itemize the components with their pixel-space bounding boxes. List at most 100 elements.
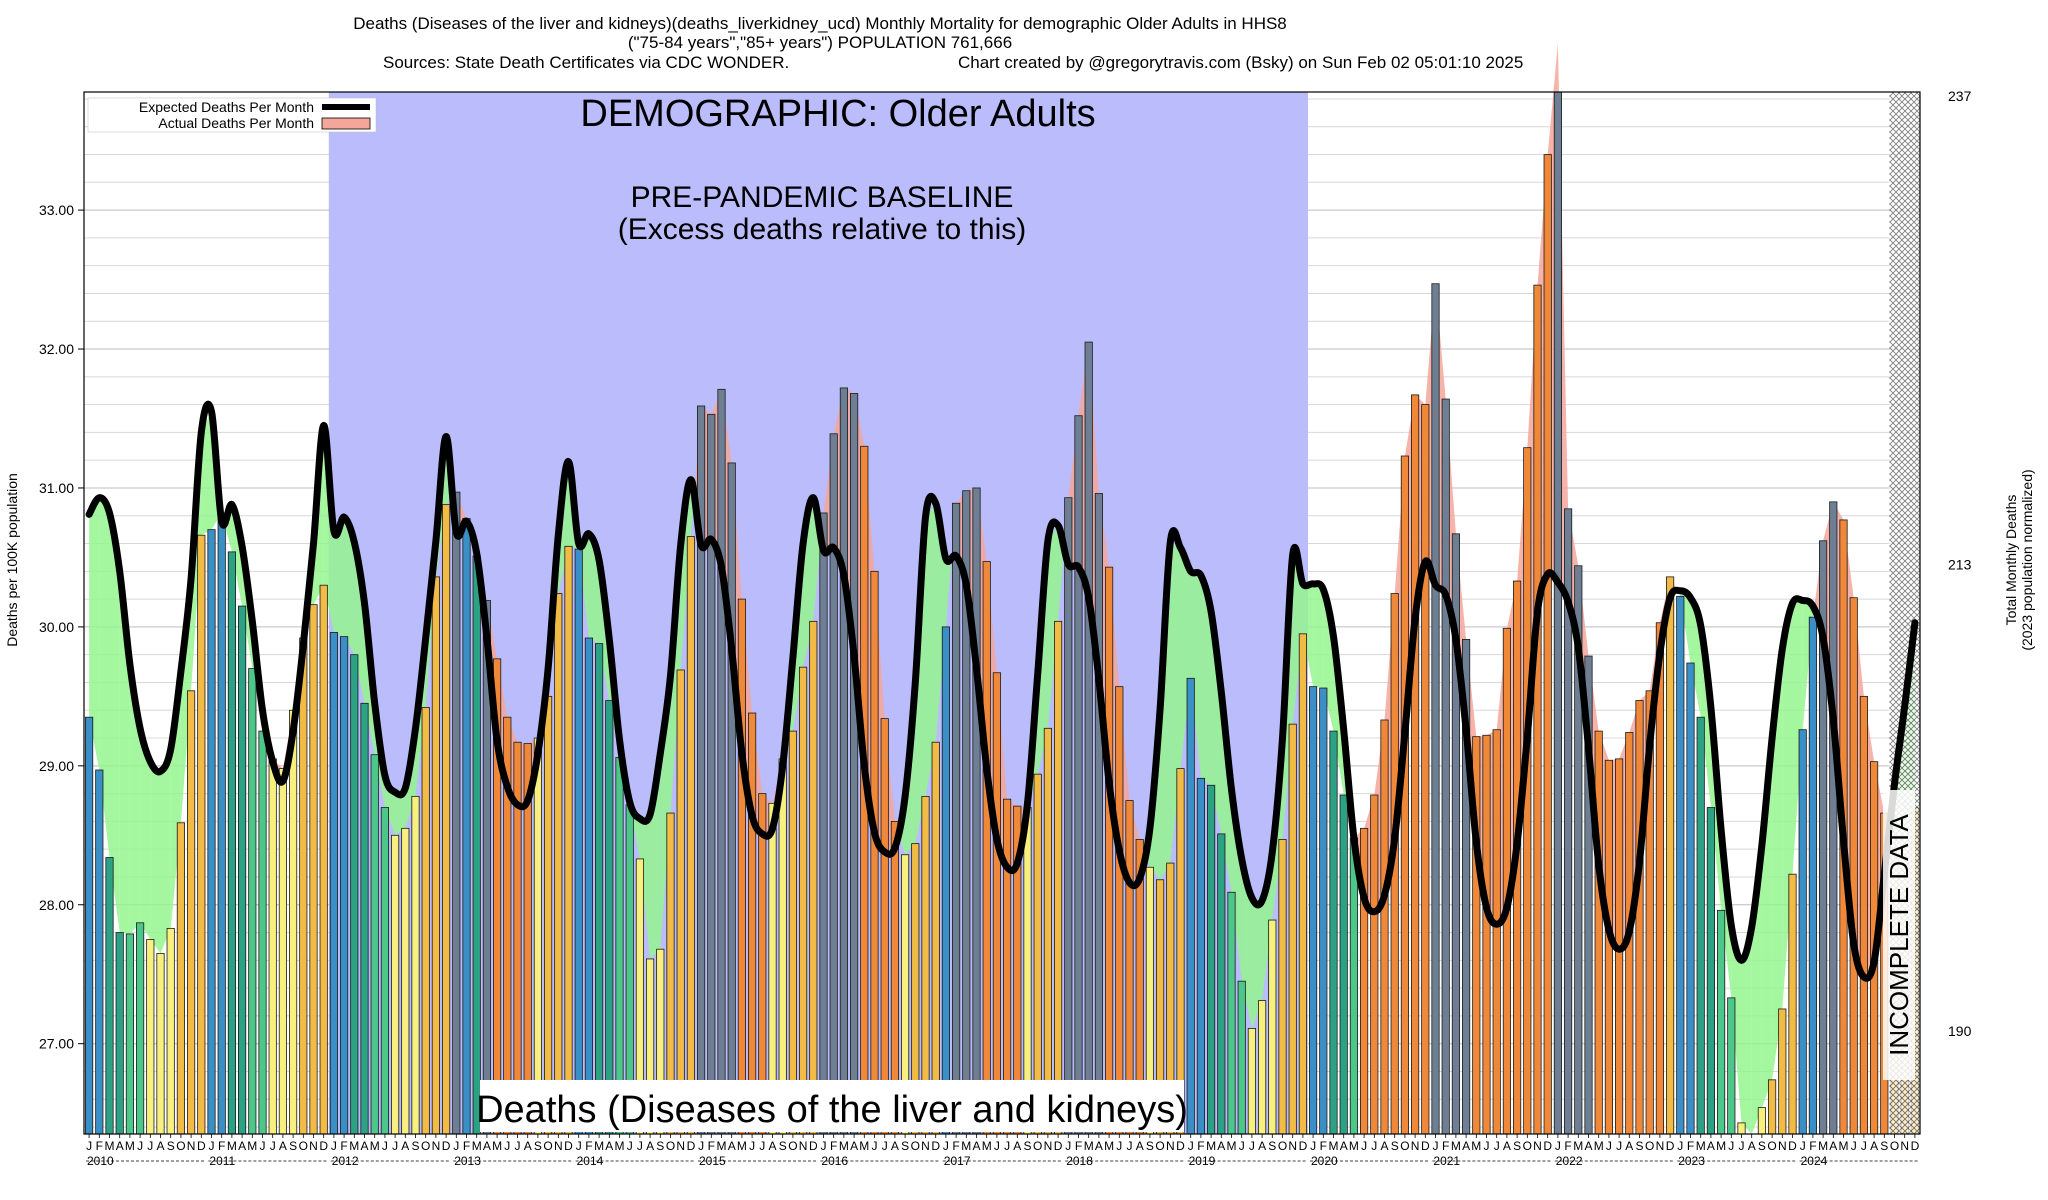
bar [1411, 394, 1420, 1135]
x-tick-label: M [370, 1139, 380, 1153]
x-tick-label: A [768, 1139, 776, 1153]
chart-sources: Sources: State Death Certificates via CD… [383, 53, 790, 72]
y-axis-right: 190 213 237 [1948, 88, 1972, 1039]
x-tick-label: D [197, 1139, 206, 1153]
bar [1706, 807, 1715, 1135]
x-tick-label: M [1104, 1139, 1114, 1153]
x-tick-label: M [1451, 1139, 1461, 1153]
x-tick-label: O [911, 1139, 920, 1153]
bar [1492, 729, 1501, 1135]
x-tick-label: F [1809, 1139, 1816, 1153]
x-tick-label: M [1084, 1139, 1094, 1153]
year-label: 2011 [209, 1154, 235, 1168]
bar [431, 576, 440, 1135]
x-tick-label: M [1227, 1139, 1237, 1153]
x-tick-label: S [901, 1139, 909, 1153]
x-tick-label: F [1320, 1139, 1327, 1153]
x-tick-label: D [1299, 1139, 1308, 1153]
bar [1778, 1008, 1787, 1135]
deficit-area [1700, 625, 1711, 808]
y-tick-label-right: 237 [1948, 88, 1972, 104]
bar [992, 672, 1001, 1135]
x-tick-label: J [1065, 1139, 1071, 1153]
bar [1084, 341, 1093, 1135]
x-tick-label: N [1166, 1139, 1175, 1153]
bar [125, 933, 134, 1135]
x-tick-label: S [779, 1139, 787, 1153]
deficit-area [395, 788, 406, 836]
y-axis-label-right-sub: (2023 population normalized) [2019, 469, 2035, 651]
deficit-area [109, 512, 120, 933]
bar [1054, 620, 1063, 1135]
y-axis-left: 27.00 28.00 29.00 30.00 31.00 32.00 33.00 [39, 202, 84, 1052]
x-tick-label: D [809, 1139, 818, 1153]
x-tick-label: S [1635, 1139, 1643, 1153]
x-tick-label: A [1503, 1139, 1511, 1153]
deficit-area [1231, 789, 1242, 982]
x-tick-label: S [411, 1139, 419, 1153]
legend-actual-label: Actual Deaths Per Month [158, 115, 314, 131]
bar [1329, 730, 1338, 1135]
x-tick-label: J [637, 1139, 643, 1153]
x-tick-label: J [270, 1139, 276, 1153]
deficit-area [1302, 583, 1314, 687]
bar [870, 570, 879, 1135]
x-tick-label: N [1900, 1139, 1909, 1153]
y-tick-label-left: 27.00 [39, 1036, 74, 1052]
bar [156, 952, 165, 1135]
x-tick-label: D [1176, 1139, 1185, 1153]
plot-frame [83, 91, 1921, 1135]
bar [166, 927, 175, 1135]
bar [278, 768, 287, 1135]
x-tick-label: A [972, 1139, 980, 1153]
x-tick-label: O [299, 1139, 308, 1153]
bar [778, 758, 787, 1135]
x-tick-label: J [392, 1139, 398, 1153]
x-tick-label: A [1258, 1139, 1266, 1153]
x-tick-label: O [1767, 1139, 1776, 1153]
x-tick-label: S [1758, 1139, 1766, 1153]
x-tick-label: J [576, 1139, 582, 1153]
x-tick-label: S [656, 1139, 664, 1153]
bar [442, 504, 451, 1135]
baseline-label-line2: (Excess deaths relative to this) [618, 213, 1027, 246]
year-label: 2013 [454, 1154, 481, 1168]
deficit-area [1211, 611, 1222, 834]
bar [329, 632, 338, 1135]
bar [850, 393, 859, 1135]
x-tick-label: J [260, 1139, 266, 1153]
x-tick-label: A [1584, 1139, 1592, 1153]
x-tick-label: J [943, 1139, 949, 1153]
x-tick-label: N [1288, 1139, 1297, 1153]
x-tick-label: A [1380, 1139, 1388, 1153]
x-tick-label: F [830, 1139, 837, 1153]
bar [1808, 616, 1817, 1135]
x-tick-label: A [1340, 1139, 1348, 1153]
x-tick-label: A [1217, 1139, 1225, 1153]
x-tick-label: A [646, 1139, 654, 1153]
x-tick-label: A [279, 1139, 287, 1153]
bar [564, 545, 573, 1135]
x-tick-label: O [1033, 1139, 1042, 1153]
legend-actual-swatch [321, 117, 371, 130]
year-label: 2022 [1556, 1154, 1583, 1168]
x-tick-label: F [1687, 1139, 1694, 1153]
bar [115, 932, 124, 1135]
x-tick-label: A [156, 1139, 164, 1153]
bar [411, 795, 420, 1135]
bar [1441, 398, 1450, 1135]
x-tick-label: D [1666, 1139, 1675, 1153]
chart-title-line1: Deaths (Diseases of the liver and kidney… [353, 14, 1287, 33]
bar [1553, 91, 1562, 1135]
chart-credit: Chart created by @gregorytravis.com (Bsk… [958, 53, 1524, 72]
bar [819, 512, 828, 1135]
bar [1543, 154, 1552, 1135]
x-tick-label: M [125, 1139, 135, 1153]
bar [95, 769, 104, 1135]
deficit-area [1772, 649, 1783, 1080]
x-tick-label: J [1494, 1139, 1500, 1153]
bar [146, 939, 155, 1135]
x-tick-label: D [1054, 1139, 1063, 1153]
x-tick-label: J [1739, 1139, 1745, 1153]
